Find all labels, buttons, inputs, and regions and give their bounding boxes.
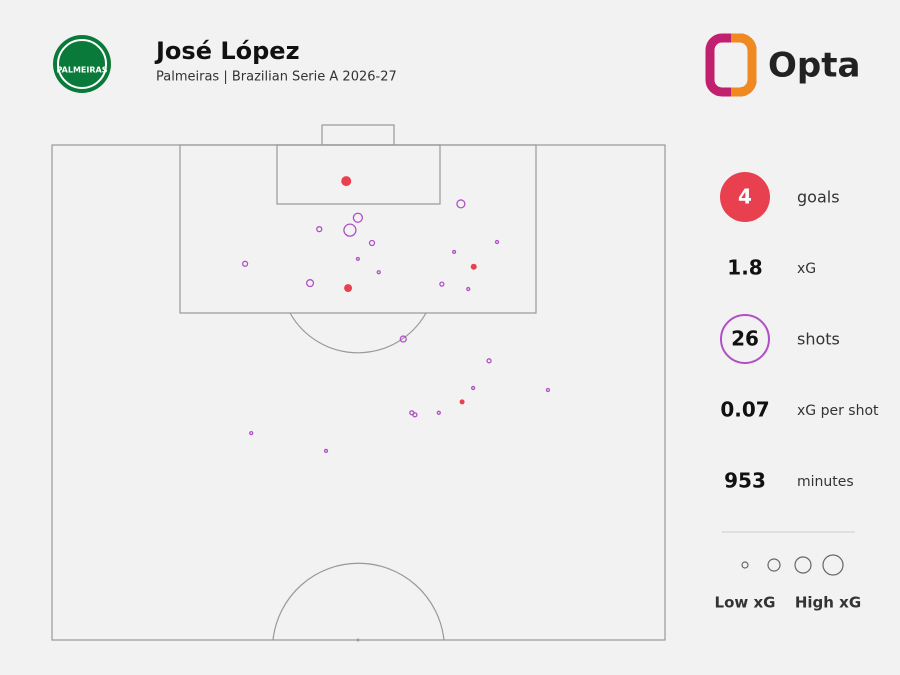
stat-label: xG (797, 261, 816, 277)
shot (323, 448, 329, 454)
shot (249, 430, 254, 436)
shots-badge (720, 314, 770, 364)
goals-badge (720, 172, 770, 222)
shot (305, 279, 315, 288)
shot (399, 335, 407, 343)
pitch (51, 124, 666, 642)
shot (545, 387, 551, 393)
legend-low: Low xG (715, 594, 776, 612)
shot (494, 239, 500, 245)
crest: PALMEIRAS (53, 35, 111, 93)
shot (316, 226, 323, 233)
brand: Opta (768, 46, 860, 86)
stat-label: shots (797, 330, 840, 349)
shot (470, 385, 476, 391)
stat-value: 1.8 (727, 256, 762, 280)
goal-shot (341, 176, 352, 187)
shot (412, 412, 418, 418)
stat-value: 4 (738, 185, 752, 209)
shot (352, 212, 364, 223)
stat-value: 0.07 (720, 398, 769, 422)
shot (343, 223, 357, 237)
opta-logo: Opta (705, 33, 860, 97)
shot (456, 199, 466, 209)
size-legend (741, 554, 844, 576)
player-name: José López (154, 37, 300, 65)
goal-shot (470, 263, 477, 270)
stat-label: xG per shot (797, 403, 879, 419)
shot (376, 270, 381, 275)
stat-value: 953 (724, 469, 766, 493)
shot (355, 256, 360, 261)
crest-text: PALMEIRAS (57, 66, 108, 75)
stat-value: 26 (731, 327, 759, 351)
shot (439, 281, 445, 287)
subtitle: Palmeiras | Brazilian Serie A 2026-27 (156, 70, 397, 85)
shot (466, 286, 471, 292)
legend-high: High xG (795, 594, 861, 612)
shot (486, 358, 492, 364)
shot (452, 249, 457, 254)
shot (241, 260, 249, 267)
goal-shot (459, 399, 465, 405)
stat-label: minutes (797, 474, 854, 490)
shot (368, 239, 376, 247)
goal-shot (344, 284, 353, 293)
stat-label: goals (797, 188, 840, 207)
shot (436, 410, 441, 415)
